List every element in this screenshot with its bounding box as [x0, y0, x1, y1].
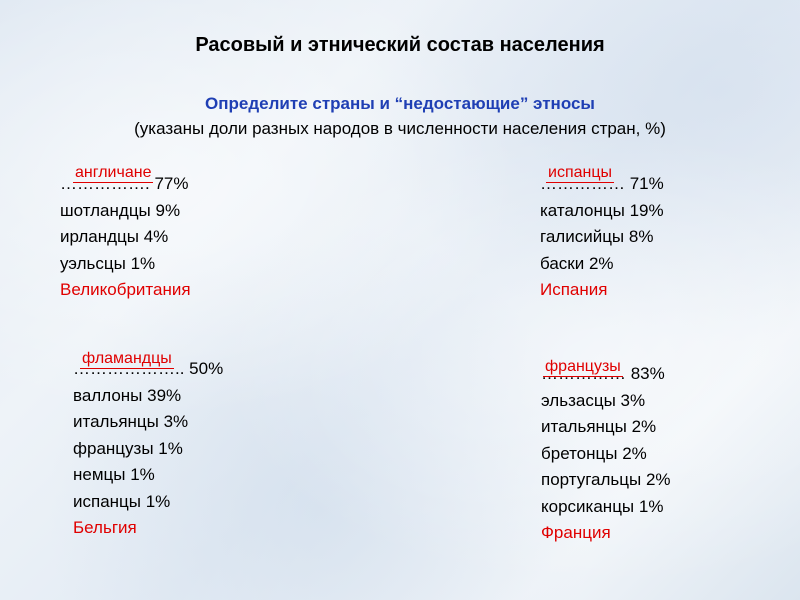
country-block-be: ……………….. 50% валлоны 39% итальянцы 3% фр…	[73, 356, 223, 542]
ethnic-line: баски 2%	[540, 253, 614, 273]
ethnic-line: уэльсцы 1%	[60, 253, 156, 273]
answer-label-fr: французы	[543, 358, 623, 377]
country-name: Испания	[540, 280, 608, 299]
country-name: Бельгия	[73, 518, 137, 537]
ethnic-line: немцы 1%	[73, 465, 155, 484]
ethnic-line: португальцы 2%	[541, 470, 671, 489]
answer-label-be: фламандцы	[80, 350, 174, 369]
country-name: Франция	[541, 523, 611, 542]
ethnic-line: каталонцы 19%	[540, 200, 664, 220]
answer-label-es: испанцы	[546, 164, 614, 183]
ethnic-line: корсиканцы 1%	[541, 496, 664, 516]
ethnic-line: бретонцы 2%	[541, 443, 647, 463]
ethnic-line: итальянцы 3%	[73, 412, 189, 431]
ethnic-line: ирландцы 4%	[60, 227, 169, 246]
page-title: Расовый и этнический состав населения	[195, 34, 605, 56]
ethnic-line: эльзасцы 3%	[541, 390, 646, 410]
ethnic-line: испанцы 1%	[73, 491, 171, 511]
country-block-fr: …………… 83% эльзасцы 3% итальянцы 2% брето…	[541, 361, 671, 547]
ethnic-line-missing: …………… 71%	[540, 174, 664, 193]
country-block-es: …………… 71% каталонцы 19% галисийцы 8% бас…	[540, 171, 664, 304]
ethnic-line: шотландцы 9%	[60, 200, 181, 220]
country-name: Великобритания	[60, 280, 191, 299]
ethnic-line-missing: …………… 83%	[541, 364, 665, 383]
task-note: (указаны доли разных народов в численнос…	[134, 119, 666, 138]
country-block-uk: ……………. 77% шотландцы 9% ирландцы 4% уэль…	[60, 171, 191, 304]
answer-label-uk: англичане	[73, 164, 154, 183]
task-subtitle: Определите страны и “недостающие” этносы	[205, 94, 595, 113]
ethnic-line: галисийцы 8%	[540, 227, 654, 246]
ethnic-line: валлоны 39%	[73, 385, 182, 405]
ethnic-line: итальянцы 2%	[541, 417, 657, 436]
ethnic-line-missing: ……………. 77%	[60, 174, 189, 193]
ethnic-line: французы 1%	[73, 438, 183, 458]
